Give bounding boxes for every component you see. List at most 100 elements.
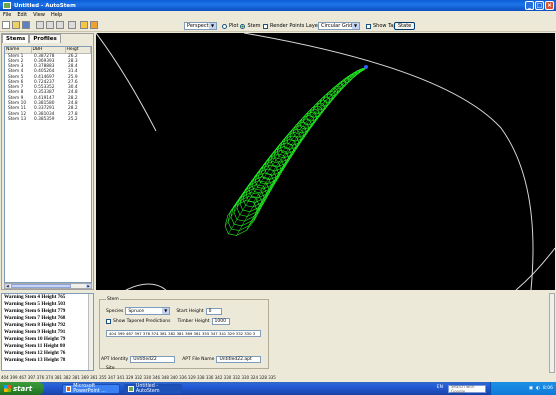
menu-file[interactable]: File: [3, 12, 12, 18]
timber-height-field[interactable]: 1000: [211, 318, 230, 325]
stem-properties-group: Stem Species Spruce ▼ Start Height 0 Show…: [99, 297, 269, 371]
warning-item[interactable]: Warning Stem 8 Height 792: [4, 322, 66, 328]
profile-values-field[interactable]: 404 399 467 397 376 374 381 382 381 369 …: [106, 330, 261, 337]
print-icon[interactable]: [68, 21, 76, 29]
state-button[interactable]: State: [394, 22, 416, 30]
start-button[interactable]: start: [0, 382, 44, 395]
table-row[interactable]: Stem 1 0.387278 26.2: [5, 53, 91, 59]
render-points-control: Render Points Layer: [263, 22, 320, 30]
show-tapering-checkbox[interactable]: [366, 23, 371, 29]
network-icon[interactable]: ▣: [528, 386, 533, 391]
warning-item[interactable]: Warning Stem 10 Height 79: [4, 336, 66, 342]
tab-profiles[interactable]: Profiles: [29, 34, 61, 43]
new-file-icon[interactable]: [2, 21, 10, 29]
horizontal-scrollbar[interactable]: ◀ ▶: [4, 283, 92, 289]
warning-item[interactable]: Warning Stem 12 Height 76: [4, 350, 66, 356]
search-input[interactable]: Search with Google: [448, 384, 486, 394]
plot-radio-label: Plot: [229, 23, 239, 29]
timber-height-label: Timber Height: [177, 319, 210, 324]
table-row[interactable]: Stem 9 0.419147 28.2: [5, 96, 91, 101]
maximize-button[interactable]: □: [535, 1, 544, 10]
render-points-checkbox[interactable]: [263, 23, 268, 29]
menu-bar: File Edit View Help: [0, 11, 556, 19]
cell-dbh: 0.353387: [34, 90, 55, 96]
volume-icon[interactable]: ◐: [535, 386, 540, 391]
cell-name: Stem 2: [8, 58, 24, 64]
table-row[interactable]: Stem 2 0.369393 28.3: [5, 59, 91, 64]
column-header-name[interactable]: Name: [5, 47, 32, 54]
open-folder-icon[interactable]: [12, 21, 20, 29]
warnings-scrollbar[interactable]: [88, 294, 93, 370]
table-row[interactable]: Stem 4 0.405264 31.4: [5, 69, 91, 74]
apt-file-field[interactable]: Untitled22.apt: [216, 356, 262, 363]
menu-help[interactable]: Help: [50, 12, 63, 18]
stems-table: Name DBH Heigt Stem 1 0.387278 26.2 Stem 2 0…: [5, 47, 91, 122]
menu-edit[interactable]: Edit: [17, 12, 28, 18]
chevron-down-icon: ▼: [352, 23, 359, 29]
cell-dbh: 0.381034: [34, 111, 55, 117]
species-select[interactable]: Spruce ▼: [125, 307, 171, 315]
warning-item[interactable]: Warning Stem 9 Height 791: [4, 329, 66, 335]
cell-dbh: 0.553352: [34, 85, 55, 91]
table-row[interactable]: Stem 7 0.553352 30.4: [5, 85, 91, 90]
stem-group-label: Stem: [106, 297, 120, 302]
table-row[interactable]: Stem 11 0.337291 28.2: [5, 106, 91, 111]
plot-radio[interactable]: [222, 23, 227, 29]
minimize-button[interactable]: _: [525, 1, 534, 10]
table-row[interactable]: Stem 13 0.385359 25.2: [5, 117, 91, 122]
cell-height: 26.2: [68, 53, 78, 59]
warning-item[interactable]: Warning Stem 5 Height 503: [4, 301, 66, 307]
taskbar-item-autostem[interactable]: Untitled - AutoStem: [124, 384, 182, 394]
scroll-thumb[interactable]: [11, 284, 71, 288]
paste-icon[interactable]: [56, 21, 64, 29]
save-icon[interactable]: [22, 21, 30, 29]
stem-radio[interactable]: [240, 23, 246, 29]
warning-item[interactable]: Warning Stem 13 Height 78: [4, 357, 66, 363]
stems-list[interactable]: Name DBH Heigt Stem 1 0.387278 26.2 Stem 2 0…: [4, 46, 92, 283]
bottom-vertical-scrollbar[interactable]: [549, 293, 555, 373]
table-row[interactable]: Stem 5 0.414697 25.9: [5, 74, 91, 80]
language-indicator[interactable]: EN: [436, 385, 443, 390]
tab-stems[interactable]: Stems: [2, 34, 30, 43]
scroll-right-icon[interactable]: ▶: [86, 284, 91, 288]
show-tapering-label: Show Tapering: [373, 23, 410, 29]
close-button[interactable]: ×: [545, 1, 554, 10]
warning-item[interactable]: Warning Stem 4 Height 765: [4, 294, 66, 300]
stem-longitudinal-line: [245, 67, 365, 201]
help-icon[interactable]: [80, 21, 88, 29]
table-row[interactable]: Stem 10 0.381580 24.8: [5, 101, 91, 106]
clock[interactable]: 8:06: [542, 386, 553, 391]
table-row[interactable]: Stem 6 0.724237 27.6: [5, 80, 91, 85]
windows-logo-icon: [4, 385, 11, 392]
taskbar-item-powerpoint[interactable]: Microsoft PowerPoint ...: [62, 384, 120, 394]
warning-item[interactable]: Warning Stem 6 Height 779: [4, 308, 66, 314]
warning-item[interactable]: Warning Stem 7 Height 768: [4, 315, 66, 321]
context-help-icon[interactable]: [90, 21, 98, 29]
apt-identity-field[interactable]: Untitled22: [130, 356, 176, 363]
table-row[interactable]: Stem 8 0.353387 24.8: [5, 90, 91, 95]
grid-mode-select[interactable]: Circular Grid ▼: [318, 22, 360, 30]
table-row[interactable]: Stem 3 0.378883 28.4: [5, 64, 91, 69]
copy-icon[interactable]: [46, 21, 54, 29]
view-mode-select[interactable]: Perspective ▼: [184, 22, 217, 30]
grid-arc: [95, 32, 157, 132]
warning-item[interactable]: Warning Stem 11 Height 80: [4, 343, 66, 349]
show-tapered-label: Show Tapered Predictions: [113, 319, 171, 324]
cell-name: Stem 6: [8, 79, 24, 85]
stem-longitudinal-line: [256, 68, 366, 210]
start-height-field[interactable]: 0: [205, 307, 222, 315]
3d-viewport[interactable]: [95, 32, 556, 291]
menu-view[interactable]: View: [33, 12, 45, 18]
stem-longitudinal-line: [235, 67, 364, 206]
table-row[interactable]: Stem 12 0.381034 27.8: [5, 111, 91, 117]
warnings-list[interactable]: Warning Stem 4 Height 765 Warning Stem 5 …: [1, 293, 94, 371]
cell-height: 24.8: [68, 101, 78, 107]
values-row: 404 399 467 397 376 374 381 382 381 369 …: [106, 330, 261, 337]
scroll-left-icon[interactable]: ◀: [5, 284, 10, 288]
cell-dbh: 0.387278: [34, 53, 55, 59]
view-mode-control: Perspective ▼: [184, 22, 217, 30]
column-header-dbh[interactable]: DBH: [31, 47, 66, 54]
show-tapered-checkbox[interactable]: [106, 319, 111, 324]
cut-icon[interactable]: [36, 21, 44, 29]
column-header-height[interactable]: Heigt: [65, 47, 91, 54]
